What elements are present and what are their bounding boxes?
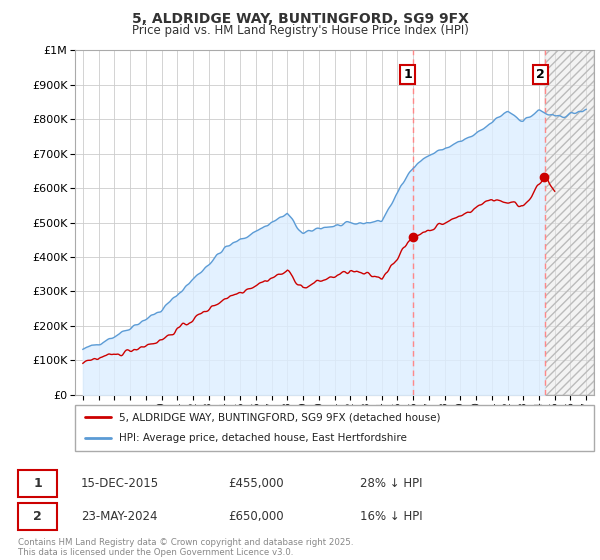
Text: 2: 2	[33, 510, 42, 524]
Text: 1: 1	[403, 68, 412, 81]
Text: 16% ↓ HPI: 16% ↓ HPI	[360, 510, 422, 524]
Text: 15-DEC-2015: 15-DEC-2015	[81, 477, 159, 490]
Text: 28% ↓ HPI: 28% ↓ HPI	[360, 477, 422, 490]
FancyBboxPatch shape	[75, 405, 594, 451]
Text: £455,000: £455,000	[228, 477, 284, 490]
Text: 1: 1	[33, 477, 42, 490]
Text: HPI: Average price, detached house, East Hertfordshire: HPI: Average price, detached house, East…	[119, 433, 407, 444]
Text: £650,000: £650,000	[228, 510, 284, 524]
Text: Contains HM Land Registry data © Crown copyright and database right 2025.
This d: Contains HM Land Registry data © Crown c…	[18, 538, 353, 557]
Text: 2: 2	[536, 68, 545, 81]
Text: 23-MAY-2024: 23-MAY-2024	[81, 510, 157, 524]
Text: Price paid vs. HM Land Registry's House Price Index (HPI): Price paid vs. HM Land Registry's House …	[131, 24, 469, 37]
Text: 5, ALDRIDGE WAY, BUNTINGFORD, SG9 9FX (detached house): 5, ALDRIDGE WAY, BUNTINGFORD, SG9 9FX (d…	[119, 412, 440, 422]
Text: 5, ALDRIDGE WAY, BUNTINGFORD, SG9 9FX: 5, ALDRIDGE WAY, BUNTINGFORD, SG9 9FX	[131, 12, 469, 26]
